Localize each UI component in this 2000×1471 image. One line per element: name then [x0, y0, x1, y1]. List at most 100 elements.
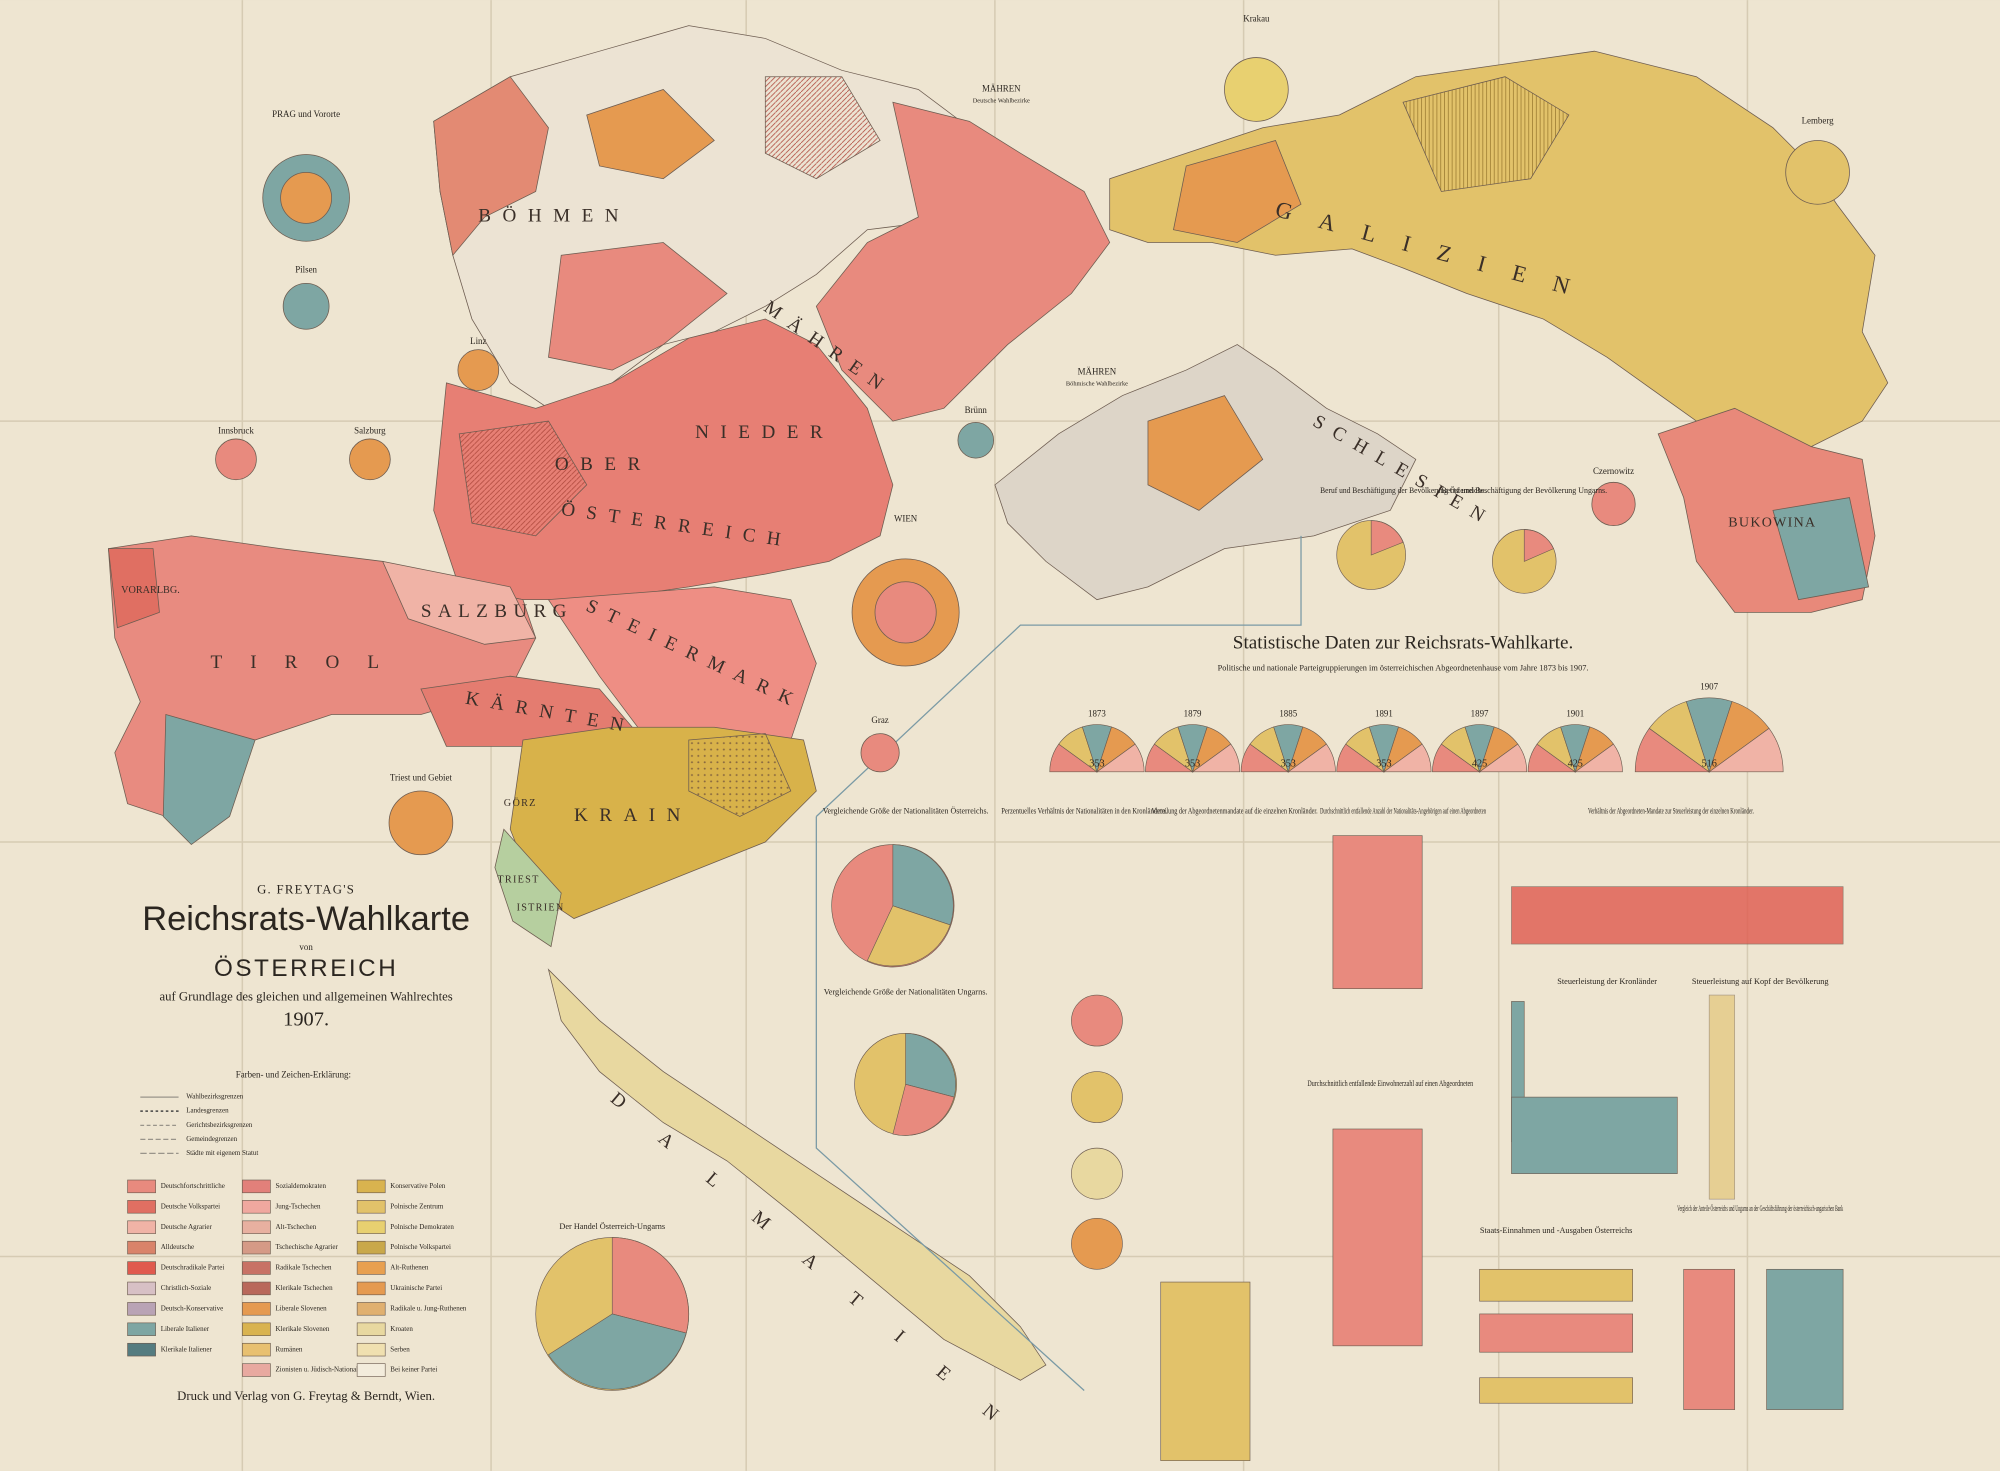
panel-title: Perzentuelles Verhältnis der Nationalitä… — [1001, 806, 1167, 815]
legend-label: Radikale Tschechen — [276, 1264, 332, 1272]
region-patch — [1147, 395, 1264, 511]
panel-title: Beruf und Beschäftigung der Bevölkerung … — [1320, 486, 1486, 495]
inset-label: Lemberg — [1802, 115, 1835, 125]
year-total: 425 — [1472, 759, 1487, 770]
region-patch — [688, 733, 792, 817]
panel-title: Vergleich der Anteile Österreichs und Un… — [1677, 1204, 1843, 1213]
legend-swatch — [356, 1261, 386, 1275]
legend-label: Deutsch-Konservative — [161, 1304, 224, 1312]
panel-title: Vergleichende Größe der Nationalitäten U… — [824, 987, 988, 996]
inset-label: Czernowitz — [1593, 466, 1634, 476]
legend-label: Radikale u. Jung-Ruthenen — [390, 1304, 467, 1312]
title-block: G. FREYTAG'S Reichsrats-Wahlkarte von ÖS… — [142, 882, 470, 1402]
region-patch — [586, 89, 715, 180]
inset-label: Brünn — [965, 405, 988, 415]
year-segment — [1478, 743, 1528, 773]
inset-label: Salzburg — [354, 425, 386, 435]
inset-label: Triest und Gebiet — [390, 772, 453, 782]
legend-swatch — [127, 1179, 156, 1194]
region-label: GÖRZ — [504, 797, 537, 809]
inset-label: Linz — [470, 336, 486, 346]
legend-label: Deutsche Agrarier — [161, 1223, 213, 1231]
region-salzburg — [382, 560, 537, 645]
inset-label: PRAG und Vororte — [272, 109, 340, 119]
legend-symbol-label: Städte mit eigenem Statut — [186, 1149, 258, 1157]
legend-swatch — [356, 1240, 386, 1255]
map-title: Reichsrats-Wahlkarte — [142, 900, 470, 938]
legend-label: Deutschfortschrittliche — [161, 1182, 225, 1190]
legend-title: Farben- und Zeichen-Erklärung: — [236, 1069, 351, 1079]
statistic-graphics — [535, 520, 1844, 1461]
year-label: 1879 — [1184, 709, 1202, 719]
legend-label: Klerikale Slovenen — [276, 1325, 330, 1333]
legend-label: Polnische Zentrum — [390, 1202, 444, 1210]
legend-swatch — [127, 1322, 156, 1336]
panel-title: Verhältnis der Abgeordneten-Mandate zur … — [1588, 806, 1754, 815]
legend-label: Rumänen — [276, 1345, 303, 1353]
legend-label: Alldeutsche — [161, 1243, 194, 1251]
legend-label: Zionisten u. Jüdisch-Nationale — [276, 1366, 362, 1374]
legend-swatch — [356, 1179, 386, 1194]
year-total: 353 — [1281, 759, 1296, 770]
panel-title: Beruf und Beschäftigung der Bevölkerung … — [1441, 486, 1607, 495]
legend-swatch — [356, 1322, 386, 1336]
legend-symbol-label: Gemeindegrenzen — [186, 1135, 237, 1143]
legend-symbol-label: Wahlbezirksgrenzen — [186, 1093, 243, 1101]
legend-swatch — [127, 1281, 156, 1296]
legend-swatch — [356, 1302, 386, 1316]
city-insets: PRAG und Vororte Pilsen Linz Innsbruck S… — [215, 13, 1850, 856]
publisher-line: G. FREYTAG'S — [257, 882, 355, 896]
legend-swatch — [242, 1261, 271, 1275]
region-patch — [1772, 497, 1870, 601]
year-segment — [1708, 727, 1784, 773]
legend-swatch — [242, 1220, 271, 1234]
legend-label: Polnische Demokraten — [390, 1223, 454, 1231]
year-segment — [1191, 743, 1241, 773]
legend-swatch — [356, 1342, 386, 1357]
year-total: 353 — [1089, 759, 1104, 770]
legend-swatch — [127, 1240, 156, 1255]
region-south-tyrol — [162, 713, 256, 846]
region-label: OBER — [555, 454, 652, 475]
region-galicia — [1109, 50, 1889, 460]
inset-label: Innsbruck — [218, 425, 254, 435]
region-label: TRIEST — [497, 875, 539, 886]
legend-swatch — [356, 1281, 386, 1296]
year-segment — [1287, 743, 1336, 773]
legend-label: Konservative Polen — [390, 1182, 446, 1190]
panel-title: Steuerleistung auf Kopf der Bevölkerung — [1692, 977, 1829, 986]
region-label: KRAIN — [574, 805, 692, 826]
legend-label: Deutschradikale Partei — [161, 1264, 225, 1272]
legend-swatch — [242, 1179, 271, 1194]
legend-swatch — [356, 1363, 386, 1377]
inset-label: WIEN — [894, 513, 918, 523]
year-label: 1885 — [1279, 709, 1297, 719]
legend-swatch — [242, 1281, 271, 1296]
region-patch — [458, 420, 588, 537]
statistics-title: Statistische Daten zur Reichsrats-Wahlka… — [1233, 633, 1573, 654]
year-label: 1891 — [1375, 709, 1393, 719]
legend-label: Polnische Volkspartei — [390, 1243, 451, 1251]
legend-swatch — [356, 1200, 386, 1214]
panel-title: Der Handel Österreich-Ungarns — [559, 1222, 665, 1231]
legend-label: Alt-Ruthenen — [390, 1264, 429, 1272]
panel-title: Verteilung der Abgeordnetenmandate auf d… — [1152, 806, 1318, 815]
panel-title: Vergleichende Größe der Nationalitäten Ö… — [823, 806, 989, 815]
legend-label: Alt-Tschechen — [276, 1223, 317, 1231]
region-patch — [548, 242, 728, 371]
region-label: ISTRIEN — [517, 903, 565, 914]
legend-label: Liberale Italiener — [161, 1325, 210, 1333]
legend-swatch — [242, 1322, 271, 1336]
legend-swatch — [242, 1200, 271, 1214]
title-von: von — [299, 942, 313, 952]
year-label: 1873 — [1088, 709, 1106, 719]
year-segment — [1574, 743, 1623, 773]
inset-label: Graz — [871, 715, 888, 725]
legend-label: Jung-Tschechen — [276, 1202, 321, 1210]
region-moravia — [815, 101, 1111, 422]
statistics-subtitle: Politische und nationale Parteigruppieru… — [1218, 663, 1589, 672]
year-total: 425 — [1568, 759, 1583, 770]
legend-swatch — [242, 1240, 271, 1255]
map-subtitle: auf Grundlage des gleichen und allgemein… — [159, 990, 452, 1004]
region-patch — [1173, 140, 1302, 243]
